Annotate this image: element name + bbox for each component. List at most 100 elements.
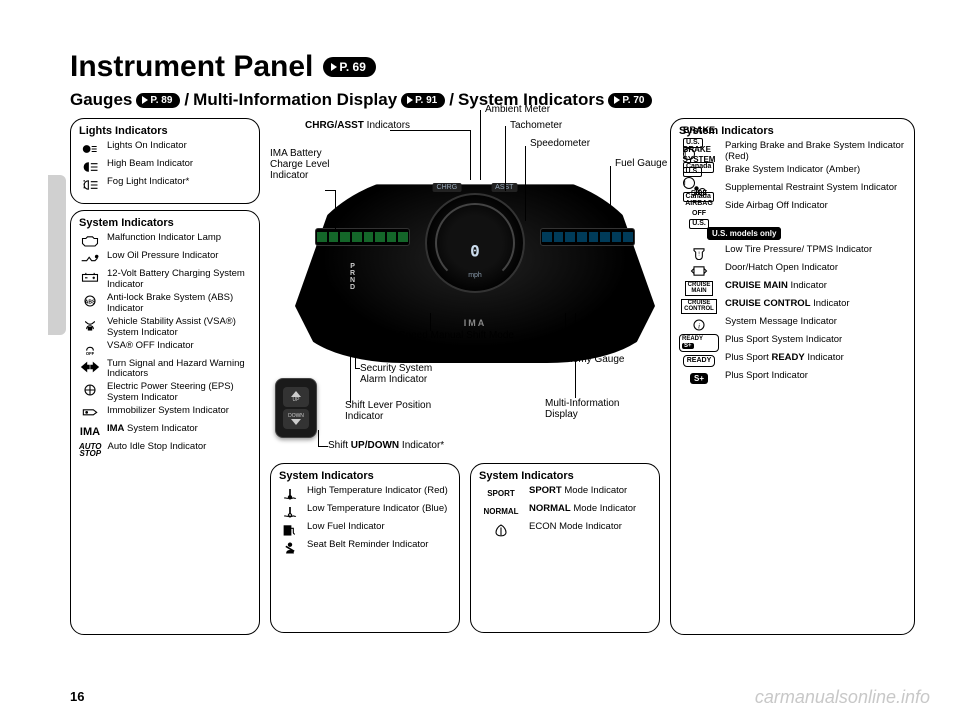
high-beam-icon xyxy=(79,159,101,175)
indicator-row: Immobilizer System Indicator xyxy=(79,406,251,422)
callout-ima-batt: IMA Battery Charge Level Indicator xyxy=(270,148,350,181)
indicator-label: Parking Brake and Brake System Indicator… xyxy=(725,141,906,163)
indicator-label: Lights On Indicator xyxy=(107,141,187,152)
immob-icon xyxy=(79,406,101,422)
ready-s-icon: READY S+ xyxy=(679,335,719,351)
indicator-row: READYPlus Sport READY Indicator xyxy=(679,353,906,369)
indicator-label: Plus Sport READY Indicator xyxy=(725,353,844,364)
txt-icon: SPORT xyxy=(479,486,523,502)
sys-temp-list: High Temperature Indicator (Red)Low Temp… xyxy=(279,486,451,556)
indicator-label: 12-Volt Battery Charging System Indicato… xyxy=(107,269,251,291)
vsa-off-icon: OFF xyxy=(79,341,101,357)
indicator-label: Plus Sport System Indicator xyxy=(725,335,842,346)
indicator-row: OFF VSA® OFF Indicator xyxy=(79,341,251,357)
temp-hi-icon xyxy=(279,486,301,502)
indicator-label: Side Airbag Off Indicator xyxy=(725,201,828,212)
battery-icon xyxy=(79,269,101,285)
indicator-row: Low Fuel Indicator xyxy=(279,522,451,538)
indicator-row: NORMALNORMAL Mode Indicator xyxy=(479,504,651,520)
pill-triangle-icon xyxy=(331,63,337,71)
shift-up-button: UP xyxy=(283,387,309,407)
indicator-label: ECON Mode Indicator xyxy=(529,522,622,533)
indicator-label: Plus Sport Indicator xyxy=(725,371,808,382)
fuel-bar xyxy=(540,228,635,246)
door-icon xyxy=(679,263,719,279)
indicator-label: Electric Power Steering (EPS) System Ind… xyxy=(107,382,251,404)
info-icon: i xyxy=(679,317,719,333)
indicator-label: Brake System Indicator (Amber) xyxy=(725,165,860,176)
indicator-label: Seat Belt Reminder Indicator xyxy=(307,540,428,551)
brake-sys-icon: BRAKESYSTEMU.S.!Canada xyxy=(679,165,719,181)
indicator-row: CRUISECONTROLCRUISE CONTROL Indicator xyxy=(679,299,906,315)
page-ref-pill: P. 69 xyxy=(323,57,375,77)
indicator-row: Low Oil Pressure Indicator xyxy=(79,251,251,267)
indicator-row: BRAKESYSTEMU.S.!Canada Brake System Indic… xyxy=(679,165,906,181)
indicator-label: SPORT Mode Indicator xyxy=(529,486,627,497)
page-ref-text: P. 69 xyxy=(339,60,365,74)
ima-cluster-label: IMA xyxy=(464,318,487,328)
page-number: 16 xyxy=(70,689,84,704)
callout-fuel: Fuel Gauge xyxy=(615,158,667,169)
indicator-row: ECON Mode Indicator xyxy=(479,522,651,538)
svg-text:OFF: OFF xyxy=(86,350,95,355)
subtitle-mid: Multi-Information Display xyxy=(193,90,397,110)
sys-left-list: Malfunction Indicator Lamp Low Oil Pressu… xyxy=(79,233,251,458)
ima-icon: IMA xyxy=(79,424,101,440)
indicator-label: System Message Indicator xyxy=(725,317,837,328)
indicator-row: ABS Anti-lock Brake System (ABS) Indicato… xyxy=(79,293,251,315)
tpms-icon: ! xyxy=(679,245,719,261)
sys-right-list: BRAKEU.S.!CanadaParking Brake and Brake … xyxy=(679,141,906,217)
sys-left-title: System Indicators xyxy=(79,217,251,229)
indicator-row: ! Low Tire Pressure/ TPMS Indicator xyxy=(679,245,906,261)
indicator-label: Door/Hatch Open Indicator xyxy=(725,263,838,274)
indicator-row: Supplemental Restraint System Indicator xyxy=(679,183,906,199)
indicator-label: Immobilizer System Indicator xyxy=(107,406,229,417)
page-content: Instrument Panel P. 69 Gauges P. 89 / Mu… xyxy=(70,50,920,682)
indicator-row: SPORT SPORT Mode Indicator xyxy=(479,486,651,502)
svg-text:ABS: ABS xyxy=(85,299,96,305)
cruisec-icon: CRUISECONTROL xyxy=(679,299,719,315)
indicator-label: NORMAL Mode Indicator xyxy=(529,504,636,515)
indicator-label: VSA® OFF Indicator xyxy=(107,341,194,352)
ima-charge-bar xyxy=(315,228,410,246)
subtitle-gauges: Gauges xyxy=(70,90,132,110)
indicator-label: Low Tire Pressure/ TPMS Indicator xyxy=(725,245,872,256)
mph-label: mph xyxy=(468,272,482,279)
subtitle-ref2: P. 91 xyxy=(401,93,445,108)
fog-light-icon xyxy=(79,177,101,193)
temp-lo-icon xyxy=(279,504,301,520)
lights-box-title: Lights Indicators xyxy=(79,125,251,137)
indicator-label: Low Fuel Indicator xyxy=(307,522,385,533)
shift-updown-module: UP DOWN xyxy=(275,378,317,438)
oil-icon xyxy=(79,251,101,267)
indicator-row: CRUISEMAINCRUISE MAIN Indicator xyxy=(679,281,906,297)
indicator-row: Low Temperature Indicator (Blue) xyxy=(279,504,451,520)
sys-mode-list: SPORT SPORT Mode Indicator NORMALNORMAL Mo… xyxy=(479,486,651,538)
sys-right-list2: ! Low Tire Pressure/ TPMS Indicator Door/H… xyxy=(679,245,906,387)
indicator-label: Turn Signal and Hazard Warning Indicator… xyxy=(107,359,251,381)
indicator-label: Fog Light Indicator* xyxy=(107,177,189,188)
indicator-row: Malfunction Indicator Lamp xyxy=(79,233,251,249)
speed-readout: 0 xyxy=(470,241,480,260)
indicator-row: READY S+ Plus Sport System Indicator xyxy=(679,335,906,351)
svg-text:!: ! xyxy=(89,389,90,395)
callout-security: Security System Alarm Indicator xyxy=(360,363,460,385)
abs-icon: ABS xyxy=(79,293,101,309)
indicator-label: High Beam Indicator xyxy=(107,159,193,170)
indicator-row: Turn Signal and Hazard Warning Indicator… xyxy=(79,359,251,381)
callout-ambient: Ambient Meter xyxy=(485,104,550,115)
indicator-row: ! Electric Power Steering (EPS) System In… xyxy=(79,382,251,404)
indicator-label: Anti-lock Brake System (ABS) Indicator xyxy=(107,293,251,315)
subtitle-ref1: P. 89 xyxy=(136,93,180,108)
vsa-icon xyxy=(79,317,101,333)
indicator-label: Low Oil Pressure Indicator xyxy=(107,251,218,262)
indicator-label: Supplemental Restraint System Indicator xyxy=(725,183,897,194)
gear-indicator: P R N D xyxy=(350,263,355,291)
indicator-row: Door/Hatch Open Indicator xyxy=(679,263,906,279)
callout-7speed: 7-Speed Manual Shift Mode Indicator* xyxy=(390,330,520,352)
cruisem-icon: CRUISEMAIN xyxy=(679,281,719,297)
sys-temp-title: System Indicators xyxy=(279,470,451,482)
side-airbag-icon: SIDEAIRBAGOFFU.S. xyxy=(679,201,719,217)
autostop-icon: AUTOSTOP xyxy=(79,442,102,458)
callout-mid: Multi-Information Display xyxy=(545,398,655,420)
